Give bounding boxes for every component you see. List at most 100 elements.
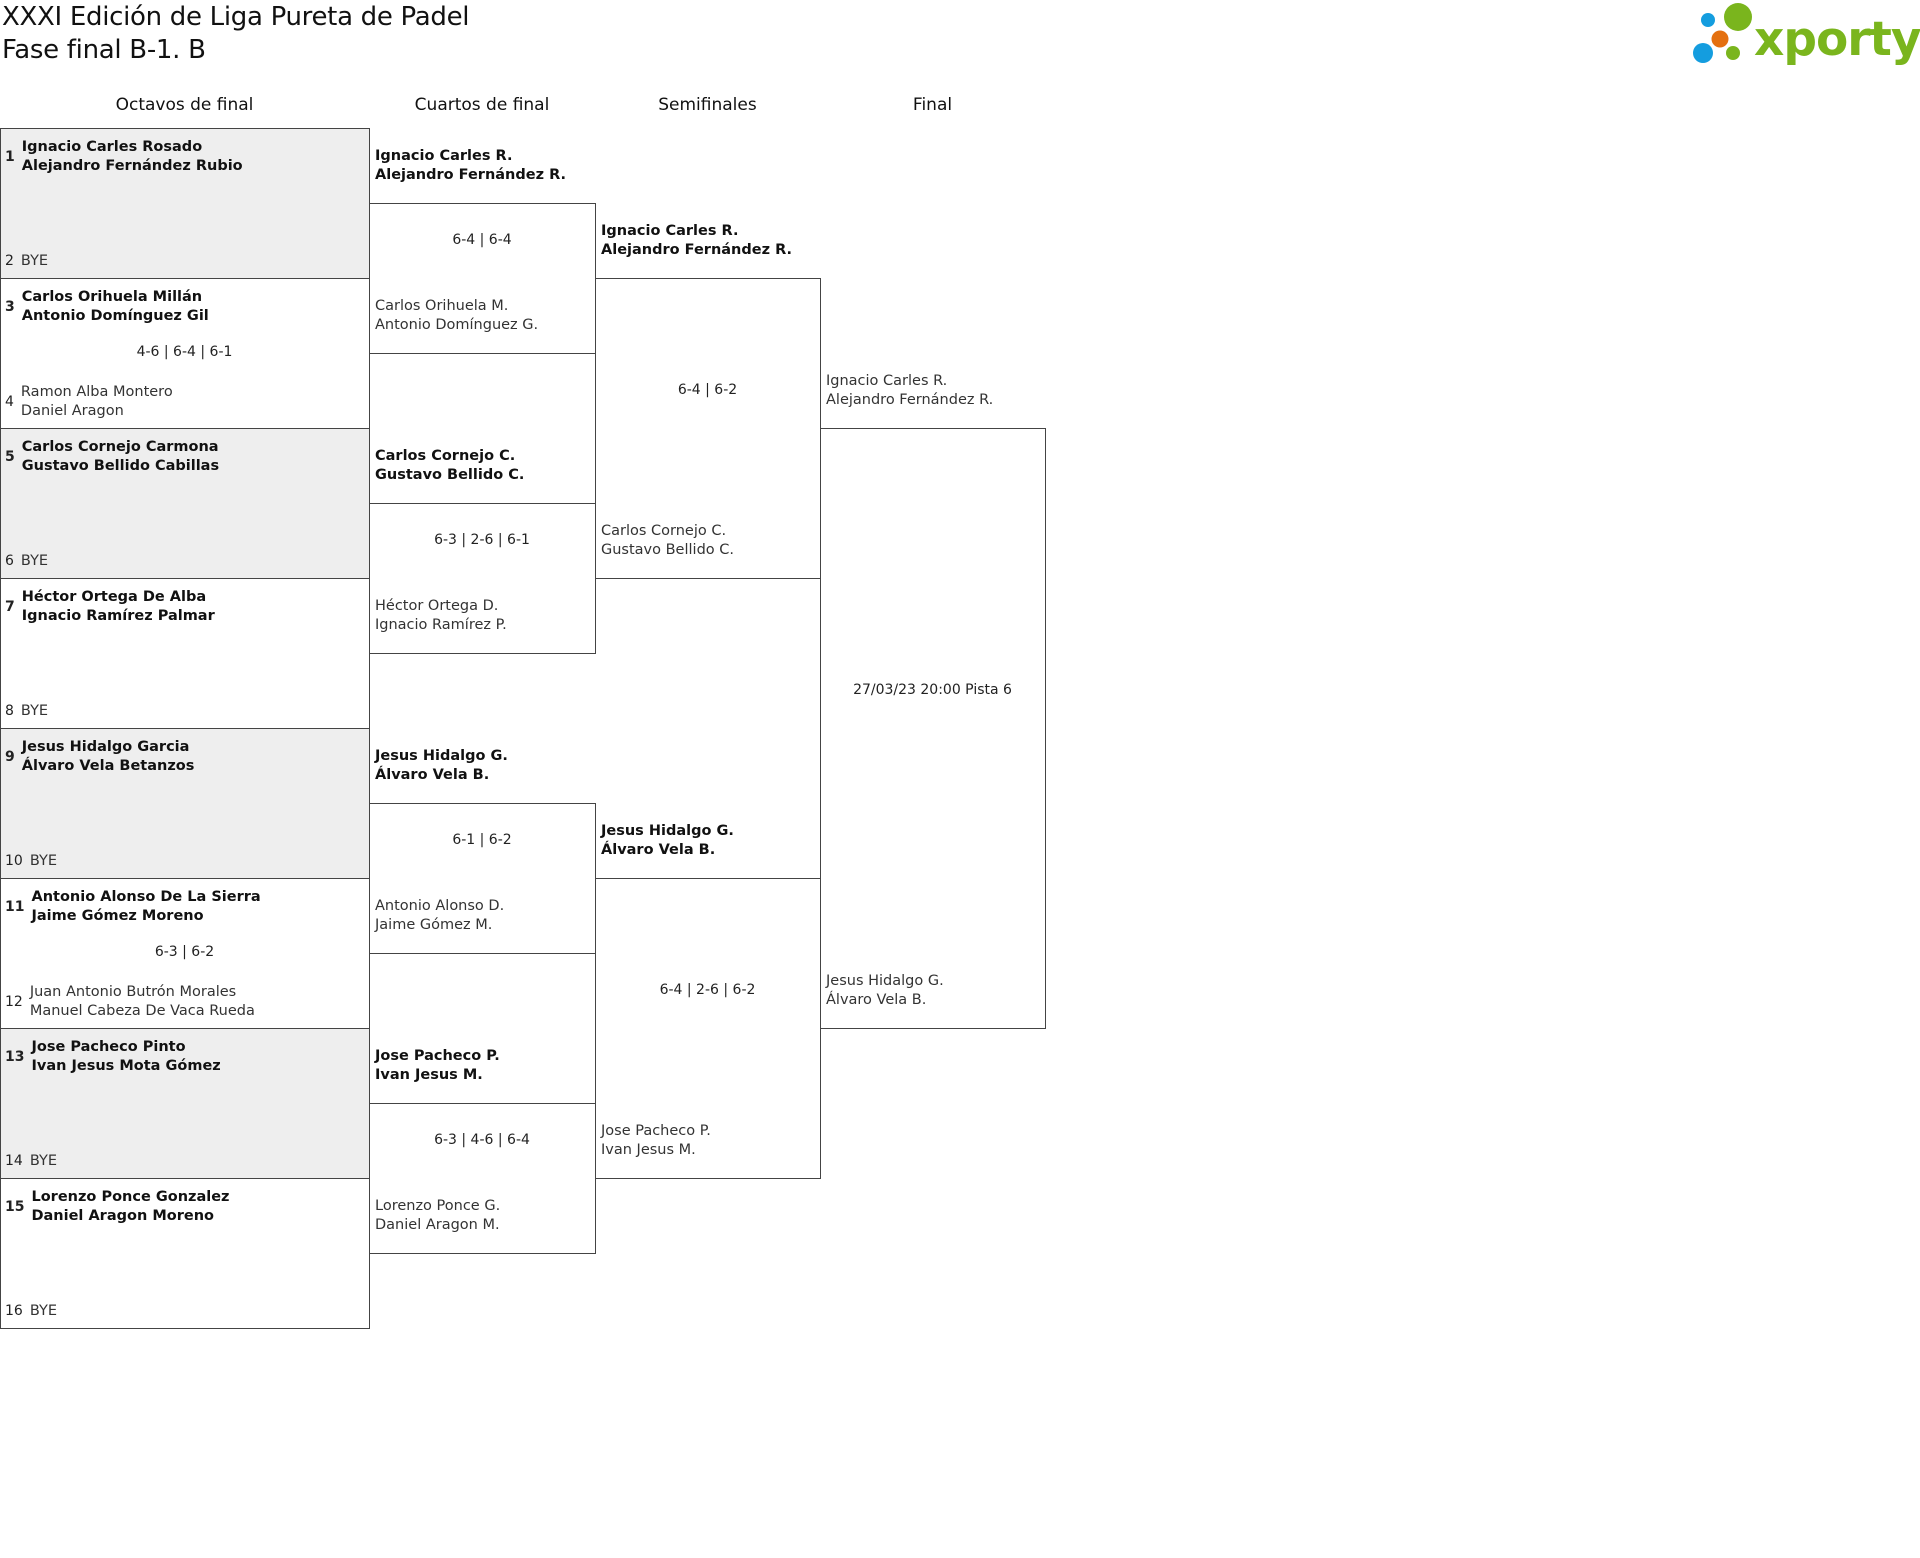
team-entry[interactable]: 7 Héctor Ortega De Alba Ignacio Ramírez Pa… <box>5 588 215 626</box>
page-subtitle: Fase final B-1. B <box>2 35 206 65</box>
match-score: 6-4 | 6-4 <box>452 232 512 248</box>
logo-dot-green-large <box>1724 3 1752 31</box>
team-entry[interactable]: 2 BYE <box>5 252 48 271</box>
team-entry[interactable]: 3 Carlos Orihuela Millán Antonio Domínguez… <box>5 288 209 326</box>
seed-number: 7 <box>5 598 15 615</box>
team-entry[interactable]: 16 BYE <box>5 1302 57 1321</box>
team-entry[interactable]: 6 BYE <box>5 552 48 571</box>
team-players: Ignacio Carles R. Alejandro Fernández R. <box>601 222 792 260</box>
team-entry[interactable]: Jose Pacheco P. Ivan Jesus M. <box>601 1122 711 1160</box>
team-entry[interactable]: Ignacio Carles R. Alejandro Fernández R. <box>601 222 792 260</box>
seed-number: 8 <box>5 703 14 719</box>
seed-number: 10 <box>5 853 23 869</box>
player-name: Lorenzo Ponce G. <box>375 1198 501 1214</box>
team-entry[interactable]: 14 BYE <box>5 1152 57 1171</box>
player-name: Carlos Cornejo Carmona <box>21 439 219 455</box>
round-header-0: Octavos de final <box>115 95 254 115</box>
match-box[interactable] <box>0 128 370 279</box>
match-box[interactable] <box>0 728 370 879</box>
team-entry[interactable]: Jesus Hidalgo G. Álvaro Vela B. <box>375 747 508 785</box>
logo-text: xporty <box>1754 12 1920 67</box>
team-entry[interactable]: Lorenzo Ponce G. Daniel Aragon M. <box>375 1197 500 1235</box>
match-score: 6-3 | 4-6 | 6-4 <box>434 1132 530 1148</box>
team-players: Carlos Cornejo Carmona Gustavo Bellido Ca… <box>22 438 219 476</box>
match-score: 6-3 | 2-6 | 6-1 <box>434 532 530 548</box>
team-players: Ignacio Carles Rosado Alejandro Fernández… <box>22 138 243 176</box>
player-name: Ivan Jesus M. <box>601 1142 696 1158</box>
player-name: Carlos Orihuela Millán <box>21 289 203 305</box>
team-players: Juan Antonio Butrón Morales Manuel Cabeza… <box>30 983 255 1021</box>
seed-number: 12 <box>5 993 23 1010</box>
player-name: Alejandro Fernández R. <box>375 167 567 183</box>
player-name: Álvaro Vela B. <box>826 992 927 1008</box>
seed-number: 13 <box>5 1048 25 1065</box>
player-name: Ignacio Carles R. <box>375 148 513 164</box>
page-title: XXXI Edición de Liga Pureta de Padel <box>2 2 470 32</box>
player-name: Álvaro Vela Betanzos <box>21 758 195 774</box>
player-name: Alejandro Fernández R. <box>826 392 994 408</box>
player-name: Jaime Gómez M. <box>375 917 493 933</box>
player-name: BYE <box>20 553 49 569</box>
team-entry[interactable]: 9 Jesus Hidalgo Garcia Álvaro Vela Betanzo… <box>5 738 194 776</box>
team-entry[interactable]: Jose Pacheco P. Ivan Jesus M. <box>375 1047 500 1085</box>
player-name: Ignacio Carles R. <box>826 373 948 389</box>
team-players: Carlos Orihuela Millán Antonio Domínguez … <box>22 288 209 326</box>
team-entry[interactable]: Ignacio Carles R. Alejandro Fernández R. <box>826 372 993 410</box>
player-name: Carlos Cornejo C. <box>601 523 727 539</box>
round-header-3: Final <box>912 95 953 115</box>
seed-number: 3 <box>5 298 15 315</box>
team-entry[interactable]: 10 BYE <box>5 852 57 871</box>
match-schedule: 27/03/23 20:00 Pista 6 <box>853 682 1012 698</box>
team-entry[interactable]: Héctor Ortega D. Ignacio Ramírez P. <box>375 597 507 635</box>
team-entry[interactable]: Jesus Hidalgo G. Álvaro Vela B. <box>826 972 944 1010</box>
team-entry[interactable]: Jesus Hidalgo G. Álvaro Vela B. <box>601 822 734 860</box>
team-entry[interactable]: Carlos Orihuela M. Antonio Domínguez G. <box>375 297 538 335</box>
team-players: Jesus Hidalgo G. Álvaro Vela B. <box>826 972 944 1010</box>
team-entry[interactable]: 4 Ramon Alba Montero Daniel Aragon <box>5 383 173 421</box>
player-name: Daniel Aragon <box>20 403 124 419</box>
team-players: Jesus Hidalgo G. Álvaro Vela B. <box>375 747 508 785</box>
player-name: Ignacio Carles Rosado <box>21 139 203 155</box>
team-entry[interactable]: 1 Ignacio Carles Rosado Alejandro Fernánde… <box>5 138 243 176</box>
team-players: BYE <box>21 252 48 271</box>
player-name: Jaime Gómez Moreno <box>31 908 204 924</box>
team-players: Jose Pacheco Pinto Ivan Jesus Mota Gómez <box>31 1038 220 1076</box>
player-name: Gustavo Bellido C. <box>601 542 734 558</box>
team-players: BYE <box>30 1302 57 1321</box>
player-name: Ivan Jesus M. <box>375 1067 483 1083</box>
player-name: BYE <box>29 853 58 869</box>
team-entry[interactable]: Carlos Cornejo C. Gustavo Bellido C. <box>601 522 734 560</box>
team-entry[interactable]: 13 Jose Pacheco Pinto Ivan Jesus Mota Góme… <box>5 1038 221 1076</box>
team-players: Héctor Ortega De Alba Ignacio Ramírez Pal… <box>22 588 215 626</box>
seed-number: 5 <box>5 448 15 465</box>
player-name: Jesus Hidalgo Garcia <box>21 739 190 755</box>
seed-number: 16 <box>5 1303 23 1319</box>
team-entry[interactable]: 8 BYE <box>5 702 48 721</box>
team-players: Carlos Orihuela M. Antonio Domínguez G. <box>375 297 538 335</box>
team-entry[interactable]: Antonio Alonso D. Jaime Gómez M. <box>375 897 504 935</box>
player-name: Jesus Hidalgo G. <box>375 748 508 764</box>
seed-number: 2 <box>5 253 14 269</box>
player-name: Juan Antonio Butrón Morales <box>29 984 237 1000</box>
team-entry[interactable]: Carlos Cornejo C. Gustavo Bellido C. <box>375 447 524 485</box>
team-players: BYE <box>21 702 48 721</box>
player-name: Antonio Domínguez Gil <box>21 308 209 324</box>
player-name: Ignacio Ramírez P. <box>375 617 507 633</box>
team-entry[interactable]: Ignacio Carles R. Alejandro Fernández R. <box>375 147 566 185</box>
team-entry[interactable]: 5 Carlos Cornejo Carmona Gustavo Bellido C… <box>5 438 219 476</box>
team-entry[interactable]: 11 Antonio Alonso De La Sierra Jaime Gómez… <box>5 888 261 926</box>
team-entry[interactable]: 15 Lorenzo Ponce Gonzalez Daniel Aragon Mo… <box>5 1188 230 1226</box>
player-name: Carlos Cornejo C. <box>375 448 516 464</box>
player-name: Héctor Ortega D. <box>375 598 499 614</box>
match-score: 6-4 | 2-6 | 6-2 <box>659 982 756 998</box>
match-box[interactable] <box>820 428 1046 1029</box>
player-name: Jose Pacheco P. <box>375 1048 500 1064</box>
team-players: BYE <box>30 852 57 871</box>
player-name: Álvaro Vela B. <box>375 767 490 783</box>
team-entry[interactable]: 12 Juan Antonio Butrón Morales Manuel Cabe… <box>5 983 255 1021</box>
match-box[interactable] <box>0 1028 370 1179</box>
seed-number: 11 <box>5 898 25 915</box>
team-players: Jose Pacheco P. Ivan Jesus M. <box>601 1122 711 1160</box>
match-box[interactable] <box>0 428 370 579</box>
xporty-logo: xporty <box>1693 3 1920 67</box>
